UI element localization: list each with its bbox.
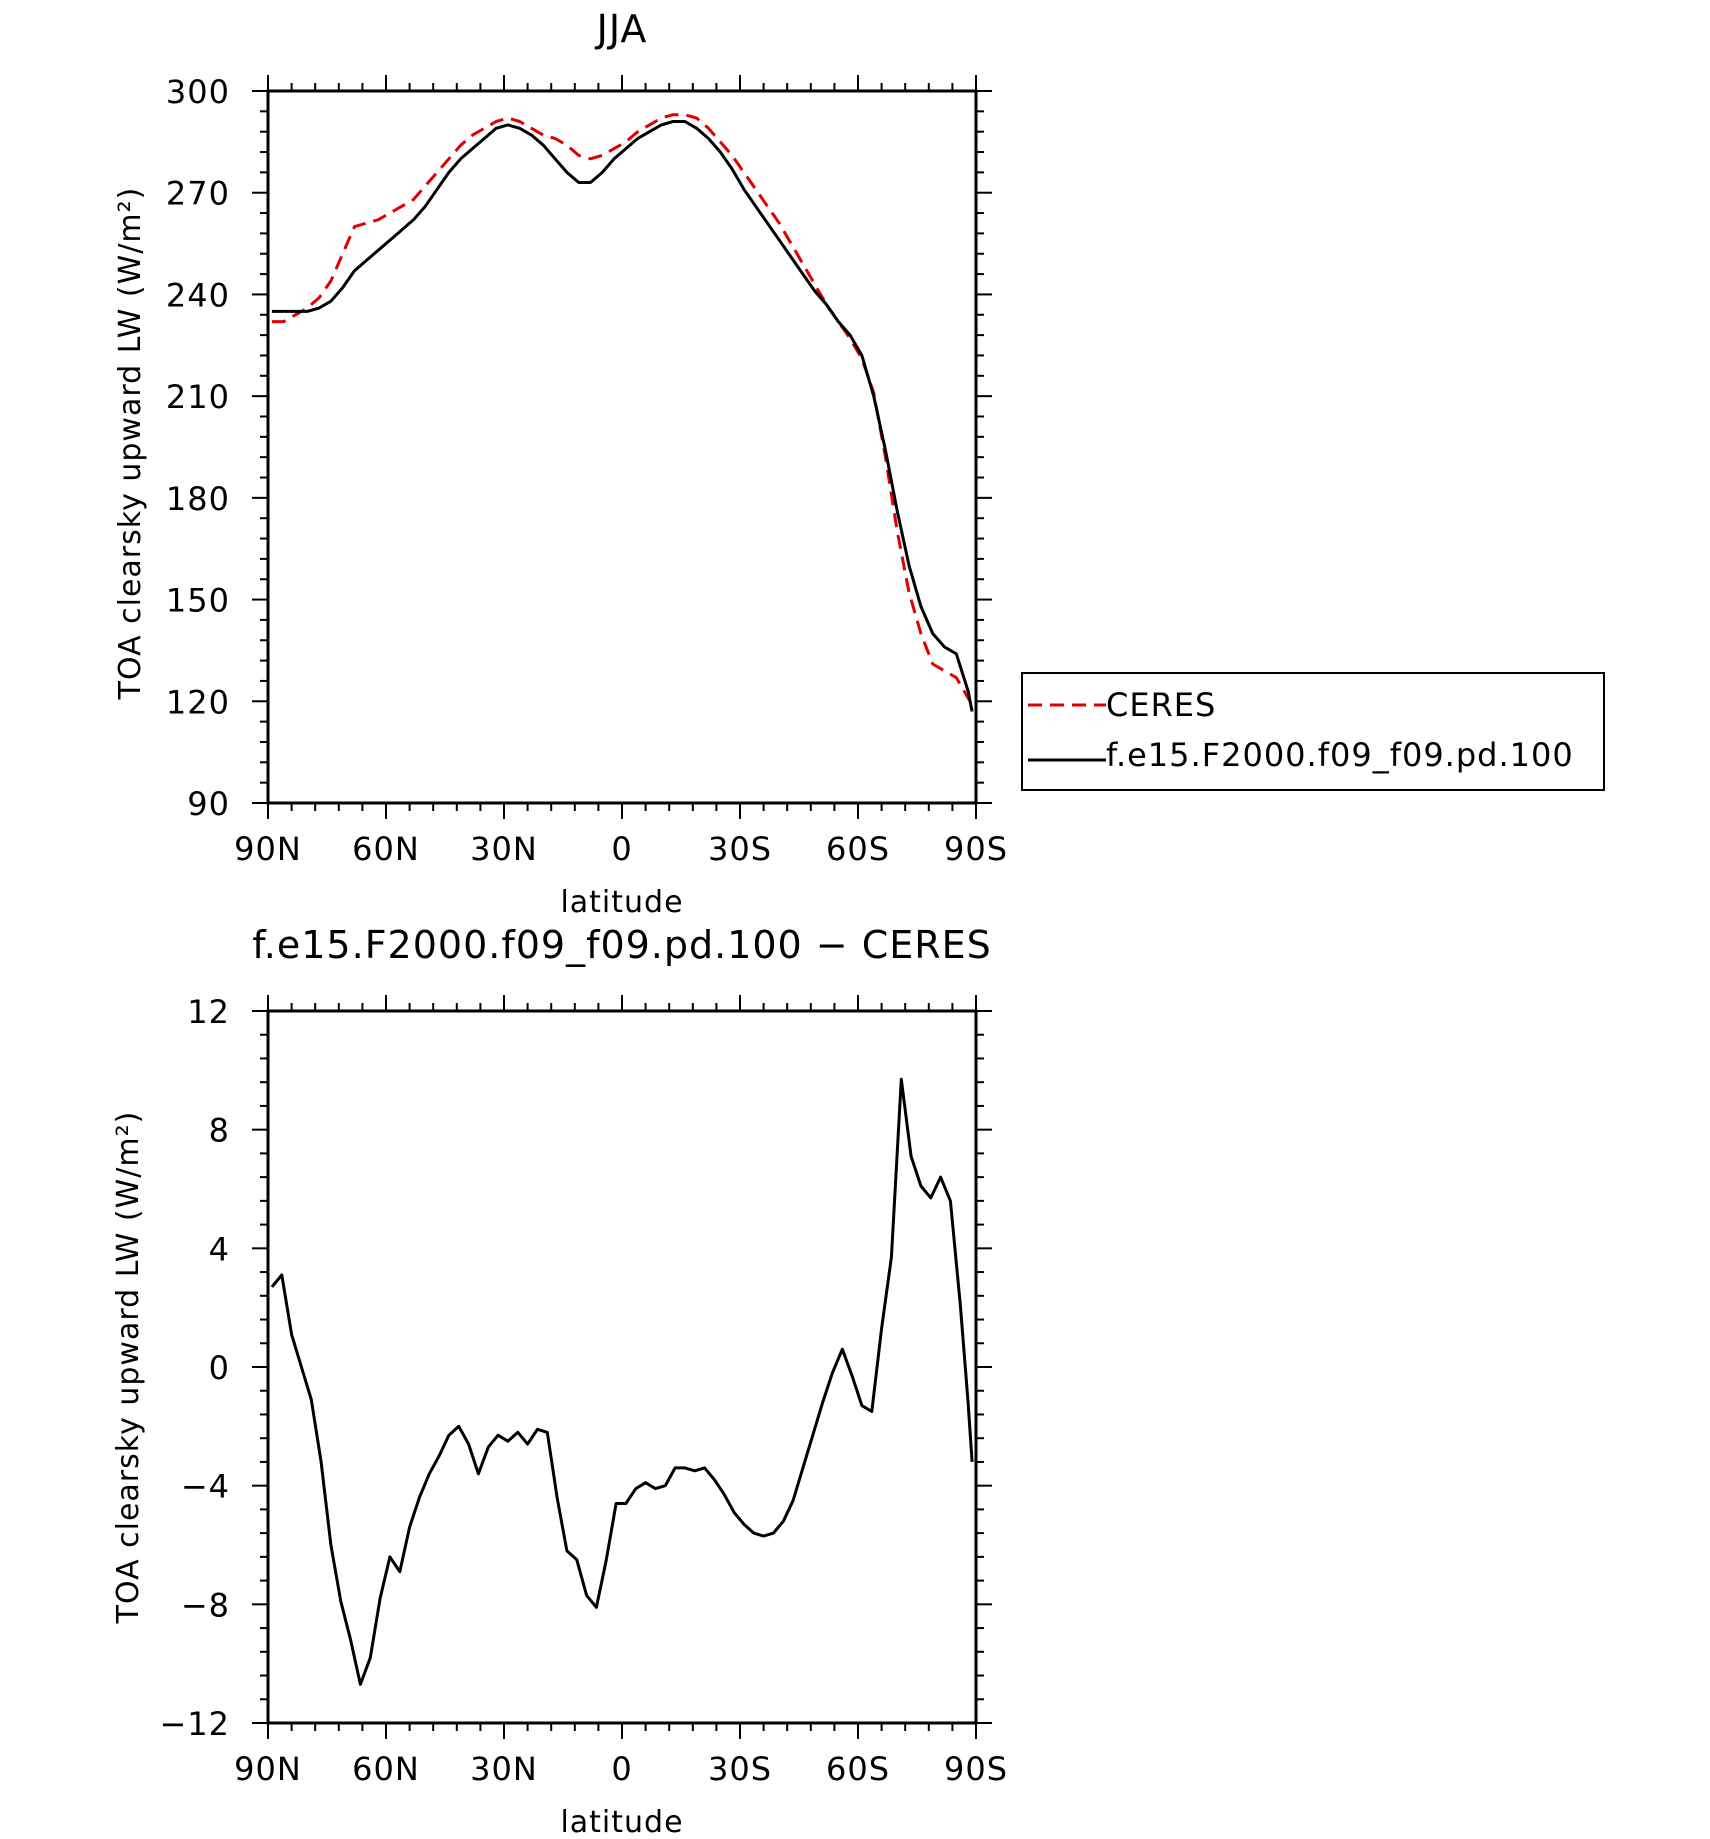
plot-frame bbox=[266, 89, 978, 805]
y-tick-label: 0 bbox=[209, 1349, 230, 1387]
x-tick-label: 30S bbox=[708, 1750, 772, 1788]
y-tick-label: −4 bbox=[181, 1468, 230, 1506]
y-axis-label: TOA clearsky upward LW (W/m²) bbox=[111, 1111, 146, 1625]
x-tick-label: 0 bbox=[611, 1750, 632, 1788]
plot-frame bbox=[266, 1009, 978, 1725]
legend: CERES f.e15.F2000.f09_f09.pd.100 bbox=[1021, 672, 1605, 791]
x-tick-label: 60N bbox=[352, 830, 420, 868]
x-tick-label: 90S bbox=[944, 830, 1008, 868]
x-tick-label: 90S bbox=[944, 1750, 1008, 1788]
series-line-f-e15-f2000-f09-f09-pd-100 bbox=[271, 120, 974, 712]
y-tick-label: 150 bbox=[166, 582, 230, 620]
y-axis-label: TOA clearsky upward LW (W/m²) bbox=[113, 187, 148, 701]
legend-label-model: f.e15.F2000.f09_f09.pd.100 bbox=[1106, 736, 1574, 774]
x-axis-label: latitude bbox=[560, 885, 683, 920]
y-tick-label: −8 bbox=[181, 1586, 230, 1624]
y-tick-label: 240 bbox=[166, 276, 230, 314]
x-tick-label: 0 bbox=[611, 830, 632, 868]
y-tick-label: 210 bbox=[166, 378, 230, 416]
y-tick-label: 300 bbox=[166, 73, 230, 111]
x-tick-label: 60S bbox=[826, 830, 890, 868]
x-axis-label: latitude bbox=[560, 1805, 683, 1839]
series-line-difference bbox=[270, 1077, 974, 1686]
y-tick-label: 4 bbox=[209, 1230, 230, 1268]
y-tick-label: 120 bbox=[166, 683, 230, 721]
mean-panel: JJA 90N 60N 30N 0 30S 60S 90S 90 120 150 180 210 240… bbox=[113, 7, 1605, 920]
x-tick-label: 60S bbox=[826, 1750, 890, 1788]
legend-label-ceres: CERES bbox=[1106, 686, 1216, 724]
x-tick-label: 90N bbox=[234, 830, 302, 868]
x-tick-label: 30S bbox=[708, 830, 772, 868]
plot-area: 90N 60N 30N 0 30S 60S 90S 90 120 150 180 210 240 270 3… bbox=[166, 73, 1008, 868]
x-tick-label: 60N bbox=[352, 1750, 420, 1788]
x-tick-label: 90N bbox=[234, 1750, 302, 1788]
y-tick-label: 8 bbox=[209, 1112, 230, 1150]
legend-box bbox=[1021, 672, 1605, 791]
x-tick-label: 30N bbox=[470, 830, 538, 868]
y-tick-label: 12 bbox=[187, 993, 230, 1031]
x-tick-label: 30N bbox=[470, 1750, 538, 1788]
series-line-ceres bbox=[271, 113, 974, 706]
chart-title: JJA bbox=[595, 7, 648, 51]
y-tick-label: 180 bbox=[166, 480, 230, 518]
y-tick-label: 270 bbox=[166, 175, 230, 213]
y-tick-label: −12 bbox=[159, 1705, 230, 1743]
y-tick-label: 90 bbox=[187, 785, 230, 823]
chart-title: f.e15.F2000.f09_f09.pd.100 − CERES bbox=[252, 923, 992, 967]
difference-panel: f.e15.F2000.f09_f09.pd.100 − CERES 90N 60… bbox=[111, 923, 1008, 1839]
plot-area: 90N 60N 30N 0 30S 60S 90S −12 −8 −4 0 4 8 12 bbox=[159, 993, 1008, 1788]
